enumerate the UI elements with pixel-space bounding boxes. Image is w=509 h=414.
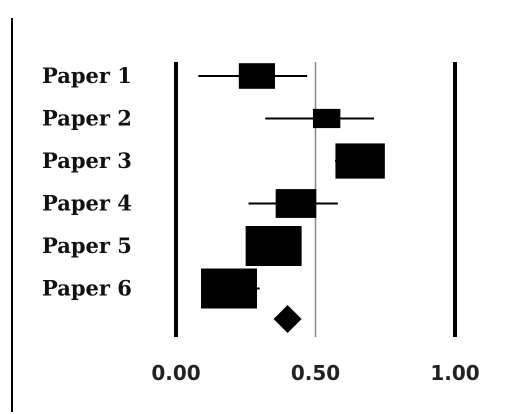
summary-diamond — [273, 305, 302, 333]
study-label-paper-4: Paper 4 — [42, 191, 132, 216]
study-estimates — [198, 63, 385, 309]
point-estimate-paper-2 — [312, 108, 341, 129]
point-estimate-paper-1 — [238, 63, 276, 89]
point-estimate-paper-6 — [201, 268, 258, 309]
x-axis-tick-labels: 0.00 0.50 1.00 — [151, 361, 479, 385]
x-tick-label-0.50: 0.50 — [291, 361, 340, 385]
point-estimate-paper-5 — [245, 226, 302, 266]
study-label-paper-1: Paper 1 — [42, 63, 132, 88]
study-label-paper-3: Paper 3 — [42, 148, 132, 173]
study-label-paper-5: Paper 5 — [42, 233, 132, 258]
point-estimate-paper-4 — [275, 189, 317, 218]
study-label-paper-6: Paper 6 — [42, 276, 132, 301]
study-labels: Paper 1 Paper 2 Paper 3 Paper 4 Paper 5 Paper… — [42, 63, 132, 301]
summary-estimate — [273, 305, 302, 333]
x-tick-label-1.00: 1.00 — [430, 361, 479, 385]
x-tick-label-0.00: 0.00 — [151, 361, 200, 385]
point-estimate-paper-3 — [335, 143, 385, 179]
study-label-paper-2: Paper 2 — [42, 106, 132, 131]
